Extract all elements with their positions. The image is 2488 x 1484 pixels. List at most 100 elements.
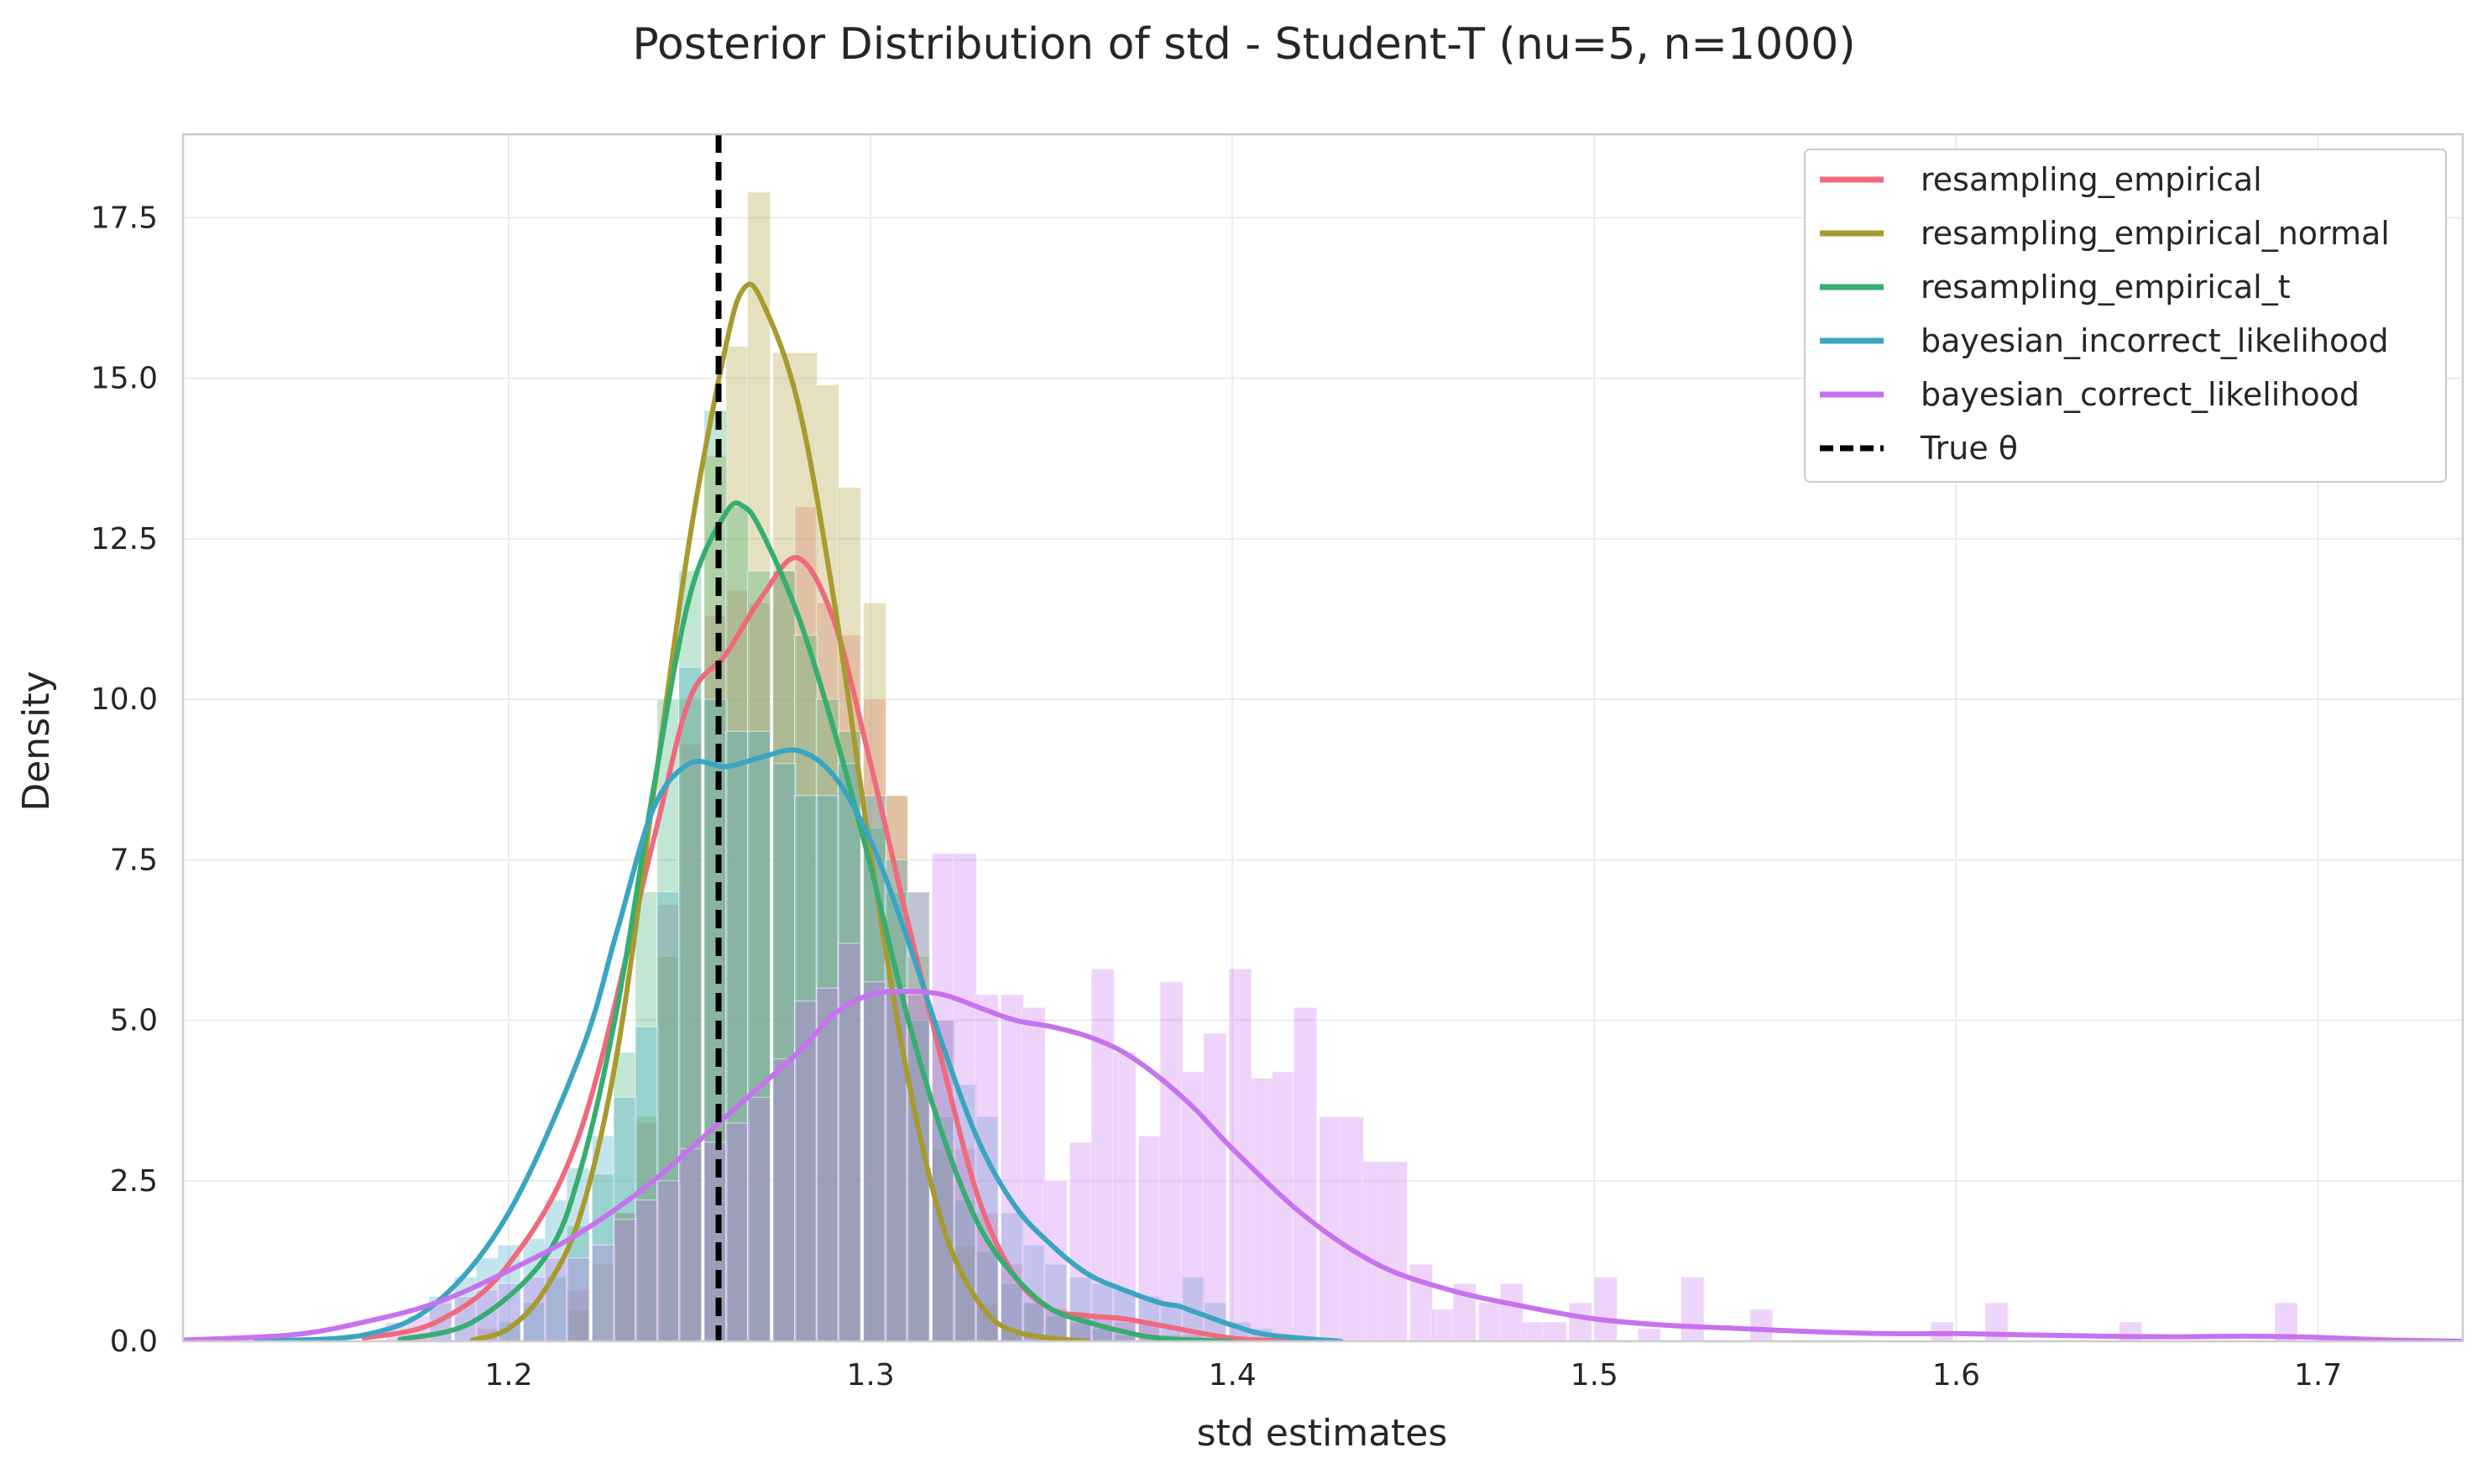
histogram-bar xyxy=(772,570,797,1341)
kde-line-resampling_empirical_normal xyxy=(469,281,1090,1341)
histogram-bar xyxy=(475,1257,499,1341)
histogram-bar xyxy=(1477,1302,1503,1341)
histogram-bar xyxy=(678,666,703,1341)
histogram-bar xyxy=(656,1180,681,1341)
histogram-bar xyxy=(837,487,862,1341)
y-tick-label: 17.5 xyxy=(91,201,158,235)
histogram-bar xyxy=(635,1199,659,1341)
legend-label: resampling_empirical_t xyxy=(1921,269,2291,306)
histogram-bar xyxy=(591,1173,615,1341)
y-tick-label: 5.0 xyxy=(110,1004,158,1038)
histogram-bar xyxy=(1749,1309,1774,1341)
x-tick-label: 1.7 xyxy=(2294,1358,2342,1393)
histogram-bar xyxy=(1112,1052,1137,1341)
histogram-bar xyxy=(1543,1321,1567,1341)
kde-layer xyxy=(183,281,2463,1341)
histogram-bar xyxy=(1159,981,1184,1341)
legend-label: bayesian_correct_likelihood xyxy=(1921,376,2360,413)
chart-title: Posterior Distribution of std - Student-… xyxy=(632,19,1855,70)
histogram-bar xyxy=(1137,1135,1162,1341)
histogram-bar xyxy=(793,352,818,1341)
y-tick-label: 7.5 xyxy=(110,843,158,877)
histogram-bar xyxy=(815,987,840,1341)
histogram-bar xyxy=(522,1276,547,1341)
histogram-bar xyxy=(1319,1116,1343,1341)
y-tick-label: 0.0 xyxy=(110,1325,158,1359)
legend-label: True θ xyxy=(1920,430,2018,467)
x-tick-label: 1.5 xyxy=(1571,1358,1618,1393)
histogram-bar xyxy=(1340,1116,1365,1341)
histogram-bar xyxy=(1203,1032,1227,1341)
histogram-bar xyxy=(656,955,681,1341)
histogram-bar xyxy=(1593,1276,1618,1341)
legend-label: resampling_empirical xyxy=(1921,161,2262,198)
histogram-bar xyxy=(613,1212,637,1341)
histogram-bar xyxy=(566,1257,590,1341)
histogram-bar xyxy=(1430,1309,1456,1341)
histogram-bar xyxy=(1680,1276,1705,1341)
histogram-bar xyxy=(793,795,818,1341)
plot-frame xyxy=(181,133,2464,1343)
legend: resampling_empirical resampling_empirical… xyxy=(1804,149,2447,483)
x-tick-label: 1.6 xyxy=(1932,1358,1980,1393)
histogram-bar xyxy=(1637,1328,1661,1341)
histogram-bar xyxy=(591,1135,615,1341)
axis-layer: 1.2 1.3 1.4 1.5 1.6 1.7 0.0 2.5 5.0 7.5 10.0 12.5 15… xyxy=(91,133,2464,1393)
legend-label: bayesian_incorrect_likelihood xyxy=(1921,322,2389,359)
histogram-bar xyxy=(591,1244,615,1341)
y-tick-label: 12.5 xyxy=(91,522,158,556)
histogram-bar xyxy=(837,730,862,1341)
kde-line-resampling_empirical xyxy=(361,555,1308,1341)
kde-line-bayesian_incorrect_likelihood xyxy=(253,747,1344,1341)
histogram-bar xyxy=(1293,1006,1318,1341)
x-axis-label: std estimates xyxy=(1197,1412,1448,1455)
histogram-resampling_empirical_normal xyxy=(566,191,1025,1341)
histogram-bar xyxy=(746,730,771,1341)
histogram-bar xyxy=(725,1122,750,1341)
histogram-bar xyxy=(678,1147,703,1341)
histogram-bar xyxy=(862,602,887,1341)
y-tick-label: 15.0 xyxy=(91,362,158,396)
histogram-bar xyxy=(703,1142,728,1341)
histogram-bar xyxy=(793,1001,818,1341)
histogram-bar xyxy=(1069,1142,1093,1341)
histogram-bar xyxy=(1499,1283,1524,1341)
histogram-bayesian_correct_likelihood xyxy=(384,853,2298,1341)
y-tick-label: 2.5 xyxy=(110,1164,158,1199)
histogram-bar xyxy=(635,1116,659,1341)
histogram-bar xyxy=(1000,994,1025,1341)
x-tick-label: 1.2 xyxy=(484,1358,532,1393)
legend-box xyxy=(1804,149,2447,483)
histogram-bar xyxy=(725,730,750,1341)
histogram-bar xyxy=(975,994,999,1341)
histogram-bar xyxy=(703,698,728,1341)
y-tick-label: 10.0 xyxy=(91,682,158,717)
histogram-bar xyxy=(656,904,681,1341)
histogram-bar xyxy=(772,1058,797,1341)
histogram-bar xyxy=(772,570,797,1341)
histogram-bar xyxy=(703,410,728,1341)
histogram-bar xyxy=(1568,1302,1592,1341)
histogram-bar xyxy=(1250,1077,1274,1341)
histogram-bar xyxy=(1409,1263,1434,1341)
histogram-bar xyxy=(613,1219,637,1341)
histogram-bar xyxy=(772,762,797,1341)
histogram-bar xyxy=(1521,1321,1545,1341)
y-axis-label: Density xyxy=(15,671,58,811)
legend-label: resampling_empirical_normal xyxy=(1921,215,2390,252)
x-tick-label: 1.4 xyxy=(1209,1358,1257,1393)
histogram-bar xyxy=(1043,1263,1068,1341)
kde-line-bayesian_correct_likelihood xyxy=(183,989,2463,1341)
histogram-bar xyxy=(725,345,750,1341)
histogram-bar xyxy=(837,762,862,1341)
histogram-bar xyxy=(746,1096,771,1341)
histogram-bar xyxy=(1383,1161,1409,1341)
histogram-bar xyxy=(884,987,909,1341)
histogram-bar xyxy=(1362,1161,1387,1341)
histogram-bar xyxy=(746,191,771,1341)
x-tick-label: 1.3 xyxy=(846,1358,894,1393)
kde-line-resampling_empirical_t xyxy=(397,500,1236,1341)
histogram-bar xyxy=(656,891,681,1341)
